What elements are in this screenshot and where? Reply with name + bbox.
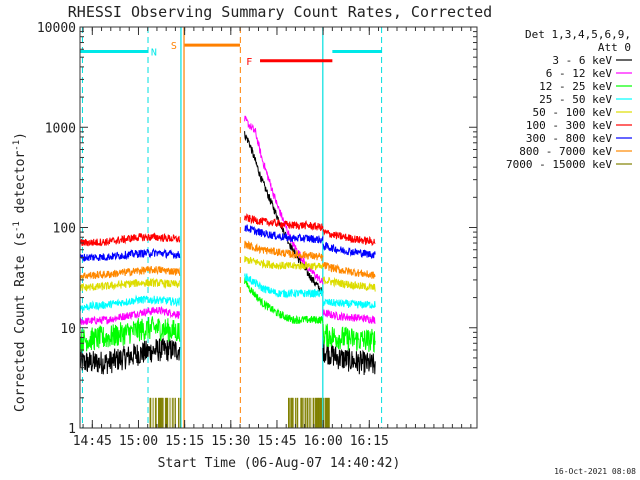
x-tick-label: 15:00 [119, 434, 158, 449]
series-line-6-segment-1 [244, 224, 324, 244]
legend-label-8: 7000 - 15000 keV [506, 158, 612, 171]
series-line-4-segment-0 [79, 277, 181, 292]
chart-title: RHESSI Observing Summary Count Rates, Co… [68, 3, 492, 21]
series-line-3-segment-1 [244, 273, 324, 299]
series-line-5-segment-1 [244, 213, 324, 231]
legend-label-1: 6 - 12 keV [546, 67, 613, 80]
series-line-2-segment-1 [244, 277, 324, 325]
series-line-3-segment-0 [79, 294, 181, 312]
y-tick-label: 10000 [37, 21, 76, 36]
legend-label-5: 100 - 300 keV [526, 119, 612, 132]
legend-label-4: 50 - 100 keV [533, 106, 613, 119]
series-line-7-segment-2 [322, 261, 376, 279]
y-axis-label-main: Corrected Count Rate (s [13, 232, 28, 412]
series-line-7-segment-0 [79, 265, 181, 280]
series-line-1-segment-1 [244, 115, 324, 285]
series-line-6-segment-2 [322, 241, 376, 259]
legend-label-7: 800 - 7000 keV [519, 145, 612, 158]
series-line-4-segment-1 [244, 255, 324, 271]
series-line-0-segment-1 [244, 131, 324, 295]
series-line-0-segment-0 [79, 338, 181, 375]
series-line-5-segment-0 [79, 232, 181, 247]
y-axis-label-end: ) [13, 132, 28, 140]
legend-label-0: 3 - 6 keV [552, 54, 612, 67]
x-tick-label: 14:45 [73, 434, 112, 449]
series-lines [79, 115, 376, 428]
y-tick-label: 1000 [45, 121, 76, 136]
y-axis-label: Corrected Count Rate (s-1 detector-1) [12, 132, 28, 412]
legend-header-line-1: Det 1,3,4,5,6,9, [525, 28, 631, 41]
y-axis-label-sup2: -1 [12, 140, 22, 151]
series-line-1-segment-2 [322, 309, 376, 324]
x-tick-label: 16:00 [304, 434, 343, 449]
generation-timestamp: 16-Oct-2021 08:08 [554, 467, 636, 476]
series-line-6-segment-0 [79, 247, 181, 262]
series-line-3-segment-2 [322, 298, 376, 309]
series-line-2-segment-2 [322, 323, 376, 353]
y-tick-label: 100 [53, 222, 76, 237]
x-tick-label: 15:30 [211, 434, 250, 449]
series-line-1-segment-0 [79, 305, 181, 326]
plot-frame [79, 26, 478, 429]
y-tick-label: 1 [68, 422, 76, 437]
y-tick-label: 10 [60, 322, 76, 337]
interval-label-f: F [246, 57, 252, 68]
series-line-7-segment-1 [244, 240, 324, 262]
axes: 1 10 100 1000 10000 14:45 15:00 15:15 15:30 15:45… [37, 21, 478, 449]
x-axis-label: Start Time (06-Aug-07 14:40:42) [158, 456, 401, 471]
interval-label-s: S [171, 41, 177, 52]
legend-label-6: 300 - 800 keV [526, 132, 612, 145]
legend-header-line-2: Att 0 [598, 41, 631, 54]
series-line-2-segment-0 [79, 316, 181, 352]
x-tick-label: 15:45 [257, 434, 296, 449]
series-line-0-segment-2 [322, 339, 376, 376]
series-line-4-segment-2 [322, 276, 376, 292]
x-tick-label: 16:15 [350, 434, 389, 449]
legend-label-3: 25 - 50 keV [539, 93, 612, 106]
x-tick-label: 15:15 [165, 434, 204, 449]
y-axis-label-mid: detector [13, 151, 28, 222]
interval-label-n: N [151, 47, 157, 58]
legend-label-2: 12 - 25 keV [539, 80, 612, 93]
series-line-5-segment-2 [322, 229, 376, 247]
y-axis-label-sup1: -1 [12, 221, 22, 232]
